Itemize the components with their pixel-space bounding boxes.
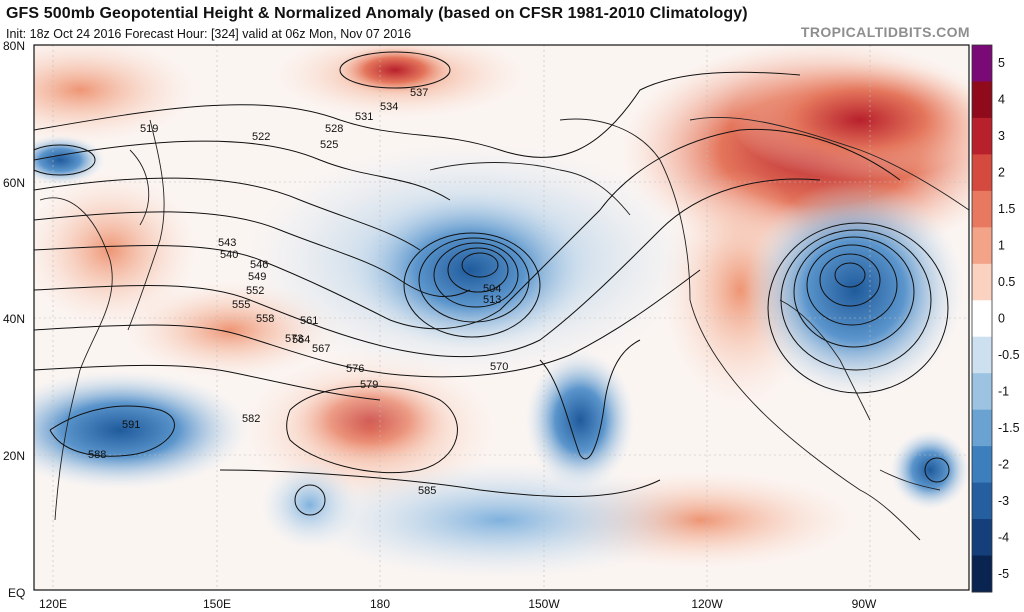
contour-label: 591 (122, 419, 140, 431)
colorbar-label: 2 (998, 166, 1005, 180)
contour-label: 540 (220, 249, 238, 261)
colorbar-swatch (972, 446, 992, 484)
colorbar-swatch (972, 519, 992, 557)
contour-label: 552 (246, 285, 264, 297)
contour-labels: 5195225255285315345375405435465495525555… (88, 87, 508, 497)
colorbar: 5 4 3 2 1.5 1 0.5 0 -0.5 -1 -1.5 -2 -3 -4 -5 (971, 44, 1020, 593)
colorbar-swatch (972, 263, 992, 301)
lat-label: 40N (3, 312, 25, 326)
contour-label: 573 (285, 333, 303, 345)
colorbar-label: 5 (998, 56, 1005, 70)
contour-label: 582 (242, 413, 260, 425)
colorbar-label: 1.5 (998, 202, 1015, 216)
contour-label: 555 (232, 299, 250, 311)
contour-label: 558 (256, 313, 274, 325)
contour-label: 564 (292, 334, 310, 346)
lon-label: 150E (203, 597, 231, 611)
colorbar-swatch (972, 336, 992, 374)
lat-label: 80N (3, 39, 25, 53)
contour-label: 576 (346, 363, 364, 375)
colorbar-label: 0.5 (998, 275, 1015, 289)
contour-label: 528 (325, 123, 343, 135)
colorbar-label: -3 (998, 494, 1009, 508)
contour-label: 543 (218, 237, 236, 249)
lon-label: 180 (370, 597, 390, 611)
lat-axis: 80N 60N 40N 20N EQ (3, 39, 25, 600)
contour-label: 504 (483, 283, 501, 295)
colorbar-swatch (972, 81, 992, 119)
colorbar-swatch (972, 154, 992, 192)
contour-label: 579 (360, 379, 378, 391)
contour-label: 522 (252, 131, 270, 143)
colorbar-label: -4 (998, 530, 1009, 544)
lon-label: 120W (691, 597, 723, 611)
contour-label: 570 (490, 361, 508, 373)
colorbar-swatch (972, 117, 992, 155)
colorbar-label: 1 (998, 239, 1005, 253)
contour-label: 585 (418, 485, 436, 497)
colorbar-swatch (972, 482, 992, 520)
contour-label: 525 (320, 139, 338, 151)
contour-label: 519 (140, 123, 158, 135)
colorbar-swatch (972, 373, 992, 411)
lon-label: 150W (528, 597, 560, 611)
colorbar-swatch (972, 190, 992, 228)
lat-label: EQ (8, 586, 25, 600)
contour-label: 531 (355, 111, 373, 123)
chart-subtitle: Init: 18z Oct 24 2016 Forecast Hour: [32… (6, 27, 412, 41)
colorbar-label: 0 (998, 312, 1005, 326)
colorbar-swatch (972, 555, 992, 593)
brand-logo-text: TROPICALTIDBITS.COM (800, 24, 970, 40)
lat-label: 60N (3, 176, 25, 190)
lon-label: 90W (852, 597, 877, 611)
contour-label: 567 (312, 343, 330, 355)
contour-label: 561 (300, 315, 318, 327)
contour-label: 534 (380, 101, 398, 113)
colorbar-label: -1 (998, 384, 1009, 398)
colorbar-swatch (972, 45, 992, 82)
contour-label: 546 (250, 259, 268, 271)
colorbar-label: -1.5 (998, 421, 1020, 435)
colorbar-label: -5 (998, 567, 1009, 581)
colorbar-label: 3 (998, 129, 1005, 143)
contour-label: 588 (88, 449, 106, 461)
colorbar-label: -2 (998, 457, 1009, 471)
colorbar-swatch (972, 300, 992, 338)
lon-axis: 120E 150E 180 150W 120W 90W (39, 597, 877, 611)
colorbar-swatch (972, 227, 992, 265)
anomaly-field: 5195225255285315345375405435465495525555… (34, 45, 969, 590)
colorbar-label: -0.5 (998, 348, 1020, 362)
lon-label: 120E (39, 597, 67, 611)
contour-label: 513 (483, 294, 501, 306)
colorbar-swatch (972, 409, 992, 447)
chart-title: GFS 500mb Geopotential Height & Normaliz… (6, 5, 748, 22)
colorbar-label: 4 (998, 93, 1005, 107)
contour-label: 537 (410, 87, 428, 99)
lat-label: 20N (3, 449, 25, 463)
contour-label: 549 (248, 271, 266, 283)
